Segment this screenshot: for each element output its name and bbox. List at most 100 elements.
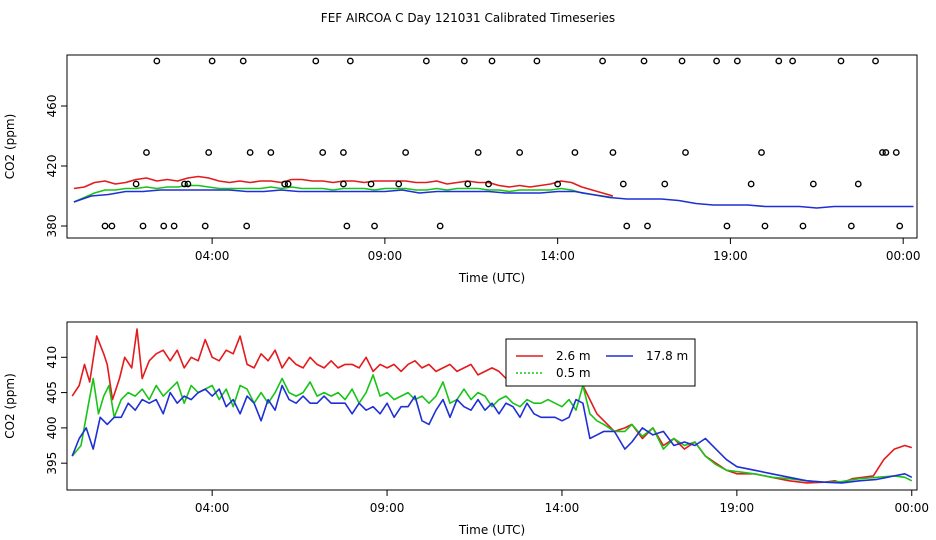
data-point [205,149,213,156]
data-point [623,222,631,230]
y-tick-label: 410 [45,346,59,369]
x-tick-label: 04:00 [195,501,230,515]
data-point [882,149,890,156]
figure-title: FEF AIRCOA C Day 121031 Calibrated Times… [321,11,615,25]
data-point [184,180,192,188]
data-point [243,222,251,230]
data-point [758,149,765,156]
y-tick-label: 460 [45,95,59,118]
data-point [340,180,347,188]
y-tick-label: 405 [45,381,59,404]
data-point [143,149,150,156]
data-point [246,149,254,156]
data-point [713,57,720,65]
data-point [678,57,686,65]
data-point [533,57,541,65]
data-point [644,222,651,230]
legend-label: 17.8 m [646,349,688,363]
legend: 2.6 m 17.8 m 0.5 m [505,338,696,387]
data-point [554,180,562,188]
data-point [181,180,188,188]
legend-label: 0.5 m [556,366,591,380]
data-point [789,57,797,65]
legend-label: 2.6 m [556,349,591,363]
data-point [402,149,410,156]
data-point [208,57,216,65]
data-point [892,149,900,156]
data-point [371,222,378,230]
data-point [619,180,627,188]
x-tick-label: 09:00 [368,249,403,263]
x-tick-label: 04:00 [195,249,230,263]
plot-frame [66,54,918,239]
data-point [854,180,862,188]
x-tick-label: 19:00 [713,249,748,263]
data-point [132,180,140,188]
series-line-17-8-m [71,384,913,484]
data-point [571,149,579,156]
data-point [761,222,769,230]
data-point [733,57,741,65]
data-point [436,222,444,230]
data-point [872,57,879,65]
data-point [281,180,289,188]
data-point [139,222,147,230]
data-point [340,149,347,156]
data-point [312,57,320,65]
x-tick-label: 14:00 [545,501,580,515]
data-point [343,222,351,230]
y-axis-title: CO2 (ppm) [3,373,17,439]
x-axis-title: Time (UTC) [458,523,525,537]
data-point [101,222,109,230]
data-point [367,180,375,188]
data-point [599,57,606,65]
data-point [153,57,161,65]
y-tick-label: 395 [45,452,59,475]
data-point [474,149,482,156]
data-point [661,180,669,188]
series-line-17-8-m [73,189,914,209]
bottom-panel: 04:00 09:00 14:00 19:00 00:00 395 400 405 410 Tim… [3,321,929,537]
x-axis-title: Time (UTC) [458,271,525,285]
x-tick-label: 00:00 [894,501,929,515]
data-point [488,57,496,65]
data-point [809,180,817,188]
data-point [747,180,755,188]
data-point [516,149,524,156]
data-point [837,57,845,65]
data-point [108,222,116,230]
series-line-0-5-m [71,374,913,484]
y-tick-label: 400 [45,416,59,439]
data-point [847,222,855,230]
y-tick-label: 420 [45,155,59,178]
x-tick-label: 09:00 [370,501,405,515]
data-point [201,222,209,230]
data-point [464,180,472,188]
data-point [640,57,648,65]
data-point [319,149,327,156]
data-point [460,57,468,65]
y-tick-label: 380 [45,215,59,238]
data-point [775,57,783,65]
plot-frame [66,321,918,491]
x-tick-label: 00:00 [886,249,921,263]
data-point [395,180,403,188]
x-tick-label: 19:00 [720,501,755,515]
data-point [896,222,904,230]
data-point [160,222,168,230]
top-panel: 04:00 09:00 14:00 19:00 00:00 380 420 460 Time (… [3,54,921,285]
data-point [422,57,430,65]
series-line-0-5-m [73,184,614,203]
data-point [267,149,275,156]
data-point [346,57,354,65]
data-point [799,222,807,230]
data-point [879,149,886,156]
x-tick-label: 14:00 [540,249,575,263]
legend-box [505,338,696,387]
data-point [609,149,617,156]
data-point [170,222,178,230]
data-point [239,57,247,65]
data-point [723,222,731,230]
